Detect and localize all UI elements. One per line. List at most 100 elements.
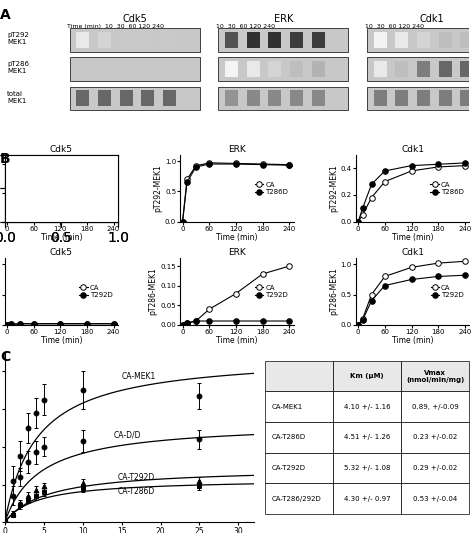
Line: CA: CA — [356, 259, 467, 328]
FancyBboxPatch shape — [460, 31, 473, 48]
Text: Cdk5: Cdk5 — [122, 14, 147, 24]
FancyBboxPatch shape — [460, 90, 473, 107]
Line: CA: CA — [180, 263, 292, 328]
Text: C: C — [0, 350, 10, 364]
CA — [18, 320, 23, 327]
CA — [356, 322, 361, 328]
CA — [286, 263, 292, 269]
CA — [9, 321, 14, 327]
T292D — [409, 276, 414, 282]
T286D — [84, 163, 90, 169]
X-axis label: Time (min): Time (min) — [392, 336, 433, 345]
Text: B: B — [0, 152, 10, 166]
Title: Cdk5: Cdk5 — [50, 145, 73, 154]
T292D — [435, 273, 441, 280]
Title: ERK: ERK — [228, 145, 246, 154]
CA — [206, 306, 212, 312]
T286D — [180, 219, 185, 225]
FancyBboxPatch shape — [417, 61, 430, 77]
CA — [9, 215, 14, 221]
Text: ERK: ERK — [274, 14, 293, 24]
FancyBboxPatch shape — [367, 28, 474, 52]
FancyBboxPatch shape — [311, 61, 325, 77]
CA — [4, 219, 10, 225]
Text: CA-D/D: CA-D/D — [114, 431, 141, 440]
T292D — [360, 317, 365, 324]
CA — [360, 212, 365, 218]
T286D — [260, 161, 265, 168]
CA — [462, 163, 468, 169]
Text: pT286
MEK1: pT286 MEK1 — [7, 61, 29, 75]
FancyBboxPatch shape — [141, 31, 155, 48]
Line: T292D: T292D — [180, 318, 292, 328]
T292D — [84, 320, 90, 327]
Y-axis label: pT292-MEK1: pT292-MEK1 — [153, 164, 162, 212]
CA — [84, 192, 90, 198]
T286D — [360, 205, 365, 212]
T292D — [233, 318, 239, 324]
T286D — [184, 179, 190, 185]
Legend: CA, T286D: CA, T286D — [77, 180, 115, 197]
T292D — [180, 322, 185, 328]
FancyBboxPatch shape — [225, 61, 238, 77]
T292D — [382, 282, 388, 289]
X-axis label: Time (min): Time (min) — [392, 233, 433, 242]
T286D — [382, 168, 388, 174]
Y-axis label: pT286-MEK1: pT286-MEK1 — [149, 268, 158, 316]
Text: CA-MEK1: CA-MEK1 — [121, 373, 156, 382]
FancyBboxPatch shape — [268, 90, 281, 107]
T286D — [233, 161, 239, 167]
FancyBboxPatch shape — [290, 61, 303, 77]
CA — [193, 163, 199, 169]
CA — [435, 164, 441, 170]
Text: CA-T292D: CA-T292D — [118, 473, 155, 482]
T292D — [369, 297, 374, 304]
FancyBboxPatch shape — [438, 61, 452, 77]
CA — [206, 159, 212, 166]
Text: pT292
MEK1: pT292 MEK1 — [7, 32, 29, 45]
FancyBboxPatch shape — [417, 90, 430, 107]
Line: T292D: T292D — [356, 272, 467, 328]
Y-axis label: pT292-MEK1: pT292-MEK1 — [329, 164, 338, 212]
FancyBboxPatch shape — [119, 31, 133, 48]
T292D — [356, 322, 361, 328]
Line: T286D: T286D — [356, 160, 467, 224]
FancyBboxPatch shape — [311, 31, 325, 48]
T286D — [435, 161, 441, 167]
Line: CA: CA — [4, 192, 117, 224]
CA — [409, 264, 414, 271]
CA — [31, 320, 36, 327]
FancyBboxPatch shape — [460, 61, 473, 77]
T292D — [4, 322, 10, 328]
FancyBboxPatch shape — [417, 31, 430, 48]
T286D — [193, 164, 199, 170]
Text: Time (min)  10  30  60 120 240: Time (min) 10 30 60 120 240 — [67, 23, 164, 29]
T292D — [206, 318, 212, 324]
CA — [369, 195, 374, 201]
CA — [4, 322, 10, 328]
CA — [356, 219, 361, 225]
Legend: CA, T292D: CA, T292D — [253, 283, 290, 301]
FancyBboxPatch shape — [246, 61, 260, 77]
FancyBboxPatch shape — [219, 87, 348, 110]
T292D — [260, 318, 265, 324]
T286D — [206, 161, 212, 167]
T286D — [409, 163, 414, 169]
Legend: CA, T292D: CA, T292D — [428, 283, 466, 301]
X-axis label: Time (min): Time (min) — [216, 233, 258, 242]
FancyBboxPatch shape — [374, 90, 387, 107]
CA — [260, 161, 265, 167]
Text: A: A — [0, 9, 11, 22]
X-axis label: Time (min): Time (min) — [41, 336, 82, 345]
FancyBboxPatch shape — [98, 90, 111, 107]
Text: CA-T286D: CA-T286D — [118, 487, 155, 496]
T292D — [462, 272, 468, 278]
T286D — [57, 163, 63, 169]
CA — [360, 316, 365, 322]
FancyBboxPatch shape — [374, 61, 387, 77]
CA — [462, 258, 468, 264]
Text: Cdk1: Cdk1 — [420, 14, 445, 24]
Title: Cdk1: Cdk1 — [401, 145, 424, 154]
FancyBboxPatch shape — [290, 31, 303, 48]
Line: T292D: T292D — [4, 321, 117, 328]
